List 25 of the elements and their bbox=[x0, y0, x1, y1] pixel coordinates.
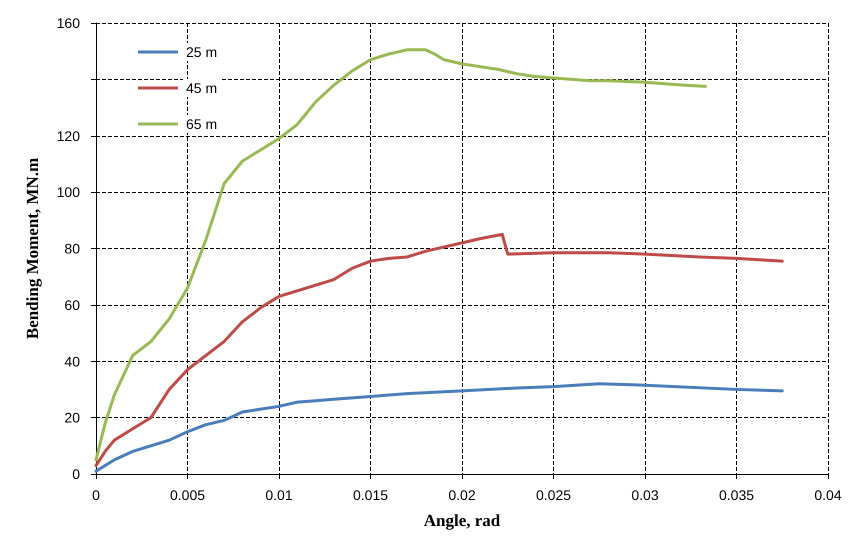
x-tick-label: 0.03 bbox=[631, 487, 659, 503]
y-tick-label: 60 bbox=[64, 296, 80, 313]
x-tick-label: 0.025 bbox=[536, 487, 572, 503]
x-tick-label: 0 bbox=[92, 487, 100, 503]
legend-label: 65 m bbox=[186, 116, 218, 132]
x-tick-label: 0.01 bbox=[265, 487, 293, 503]
line-series bbox=[94, 48, 707, 462]
y-tick-label: 0 bbox=[72, 466, 80, 482]
x-axis-title: Angle, rad bbox=[424, 511, 501, 530]
y-tick-label: 160 bbox=[56, 15, 80, 31]
x-tick-label: 0.015 bbox=[352, 487, 388, 503]
line-series bbox=[94, 232, 784, 468]
x-tick-label: 0.035 bbox=[718, 487, 754, 503]
legend-label: 45 m bbox=[186, 80, 218, 96]
x-tick-label: 0.02 bbox=[448, 487, 476, 503]
y-tick-label: 20 bbox=[64, 410, 80, 426]
y-tick-label: 120 bbox=[56, 128, 80, 144]
y-axis-title: Bending Moment, MN.m bbox=[23, 158, 42, 340]
x-tick-label: 0.04 bbox=[814, 487, 842, 503]
y-tick-label: 100 bbox=[56, 184, 80, 200]
y-tick-label: 80 bbox=[64, 240, 80, 256]
x-tick-label: 0.005 bbox=[170, 487, 206, 503]
legend-label: 25 m bbox=[186, 44, 218, 60]
y-tick-label: 40 bbox=[64, 353, 80, 370]
line-series bbox=[94, 382, 784, 473]
